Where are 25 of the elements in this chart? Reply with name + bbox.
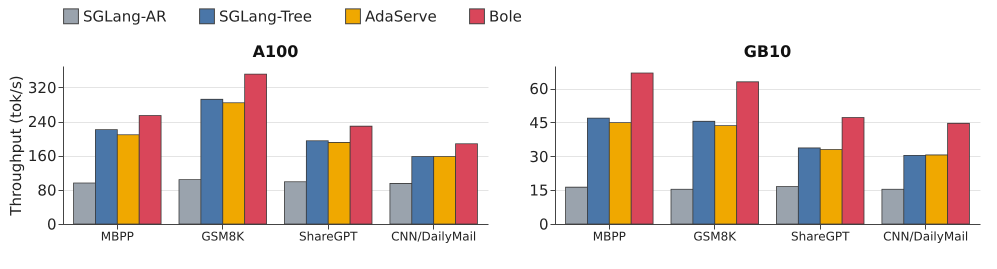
y-tick-label: 15 [529, 182, 548, 200]
legend-label: SGLang-Tree [219, 7, 312, 26]
x-tick-label: MBPP [592, 230, 626, 244]
x-tick-label: MBPP [100, 230, 134, 244]
x-tick-label: GSM8K [201, 230, 246, 244]
legend-label: SGLang-AR [83, 7, 166, 26]
y-tick-label: 240 [28, 113, 56, 132]
y-tick-label: 0 [46, 216, 56, 234]
legend-label: AdaServe [365, 7, 437, 26]
y-axis-title: Throughput (tok/s) [6, 75, 25, 217]
y-tick-label: 60 [529, 80, 548, 98]
x-tick-label: ShareGPT [298, 230, 358, 244]
y-tick-label: 30 [529, 148, 548, 166]
y-tick-label: 80 [37, 181, 56, 200]
y-tick-label: 320 [28, 78, 56, 97]
x-tick-label: CNN/DailyMail [391, 230, 476, 244]
chart-title: A100 [252, 42, 298, 61]
y-tick-label: 160 [28, 147, 56, 166]
x-tick-label: GSM8K [693, 230, 738, 244]
y-tick-label: 0 [538, 216, 548, 234]
y-tick-label: 45 [529, 114, 548, 132]
x-tick-label: ShareGPT [790, 230, 850, 244]
x-tick-label: CNN/DailyMail [883, 230, 968, 244]
chart-title: GB10 [744, 42, 792, 61]
legend-label: Bole [489, 7, 522, 26]
